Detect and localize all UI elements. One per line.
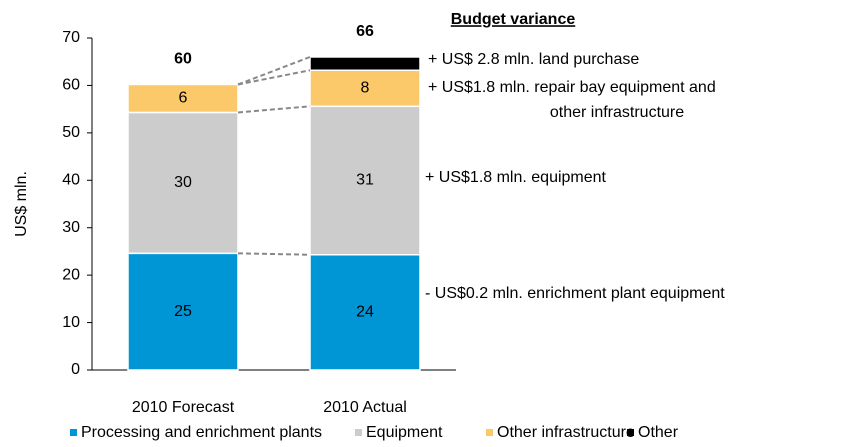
data-label: 25 [174,303,192,320]
legend-label: Other infrastructure [497,424,635,441]
y-tick-label: 60 [62,77,80,94]
y-axis-label: US$ mln. [13,171,30,237]
y-tick-label: 30 [62,219,80,236]
y-tick-label: 70 [62,29,80,46]
y-tick-label: 10 [62,314,80,331]
annotation: other infrastructure [550,104,684,121]
data-label: 8 [361,79,370,96]
y-tick-label: 40 [62,172,80,189]
bar-segment [309,105,421,256]
total-label: 66 [356,23,374,40]
legend-label: Equipment [366,424,443,441]
connector [237,56,311,86]
data-label: 30 [174,174,192,191]
legend-swatch [627,429,634,436]
bar-segment [309,69,421,108]
y-tick-label: 50 [62,124,80,141]
legend-swatch [355,429,362,436]
legend-swatch [70,429,77,436]
annotation-title: Budget variance [451,11,576,28]
annotation: + US$1.8 mln. repair bay equipment and [428,79,716,96]
data-label: 6 [179,90,188,107]
connector [237,105,311,114]
annotation: + US$1.8 mln. equipment [425,169,607,186]
x-tick-label: 2010 Actual [323,399,407,416]
data-label: 31 [356,172,374,189]
legend-label: Processing and enrichment plants [81,424,322,441]
legend-swatch [486,429,493,436]
bar-segment [309,56,421,72]
legend-label: Other [638,424,679,441]
y-tick-label: 0 [71,361,80,378]
bar-segment [127,111,239,255]
annotation: - US$0.2 mln. enrichment plant equipment [425,285,725,302]
x-tick-label: 2010 Forecast [132,399,235,416]
bar-segment [309,253,421,371]
annotation: + US$ 2.8 mln. land purchase [428,51,639,68]
total-label: 60 [174,51,192,68]
connector [237,252,311,256]
bar-segment [127,83,239,114]
y-tick-label: 20 [62,266,80,283]
data-label: 24 [356,304,374,321]
connector [237,69,311,86]
